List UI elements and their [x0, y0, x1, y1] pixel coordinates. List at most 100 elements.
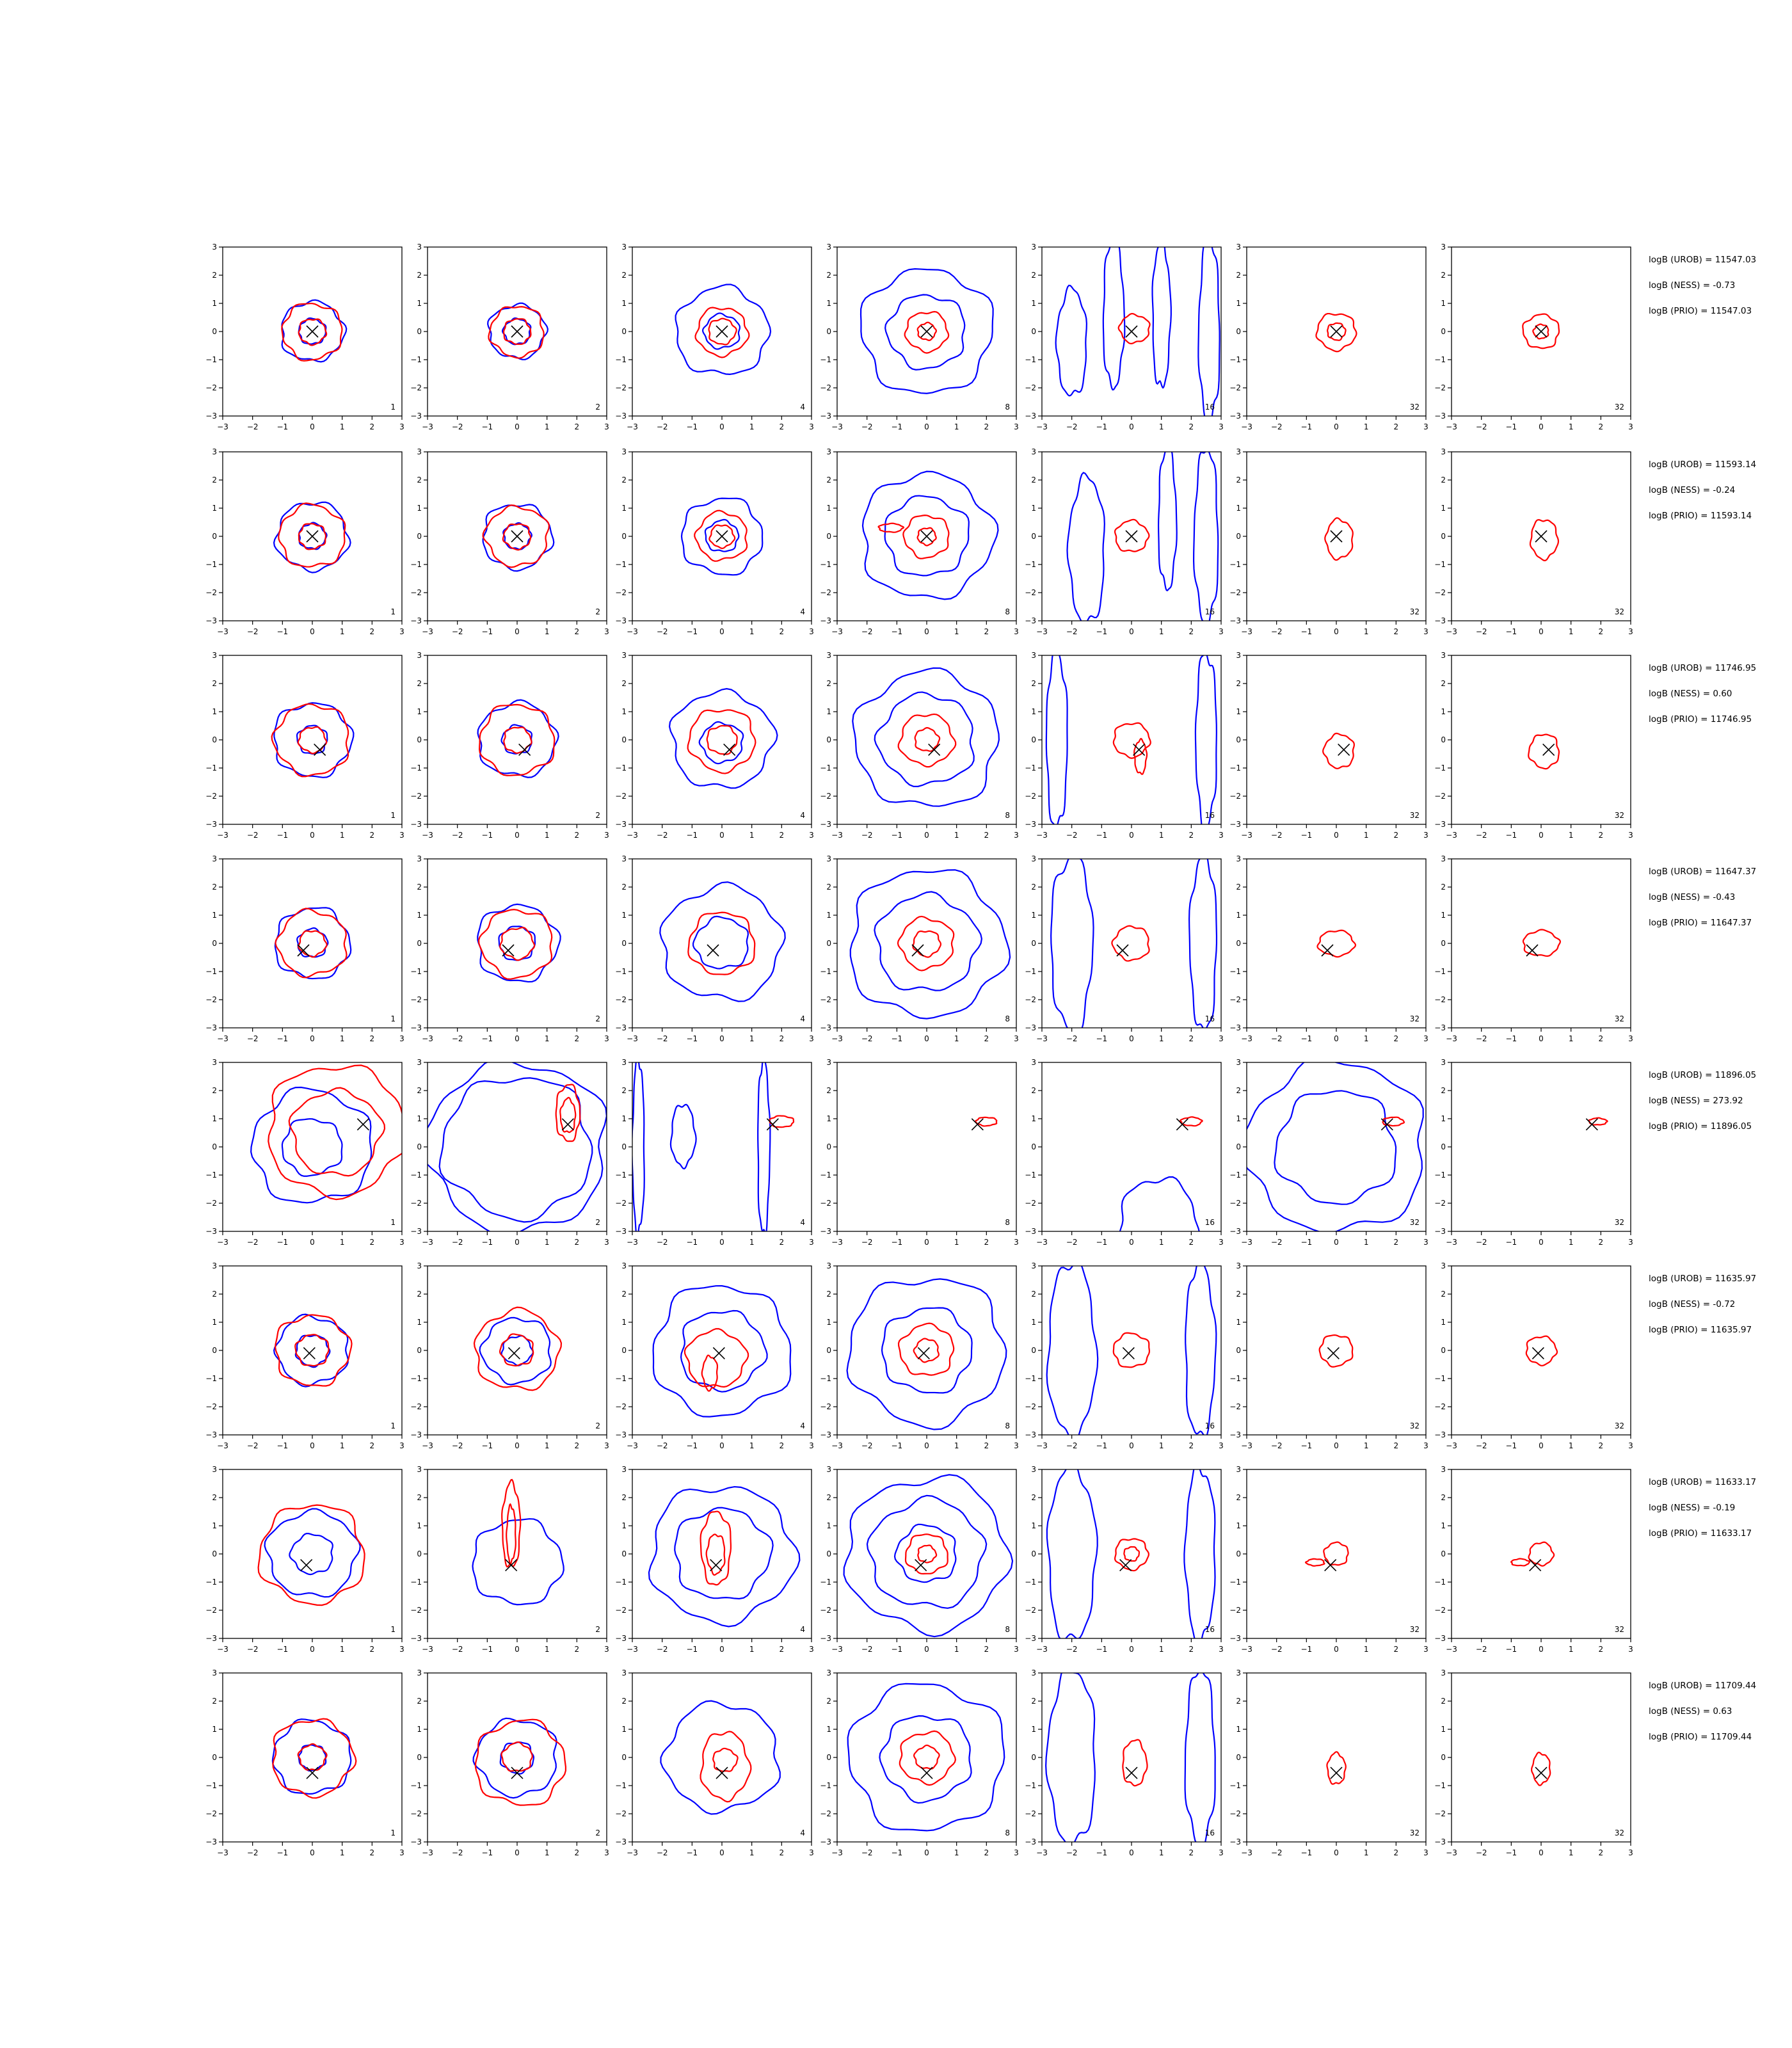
y-tick-label: −3	[615, 1837, 627, 1846]
y-tick-label: 1	[212, 299, 217, 308]
y-tick-label: 1	[1441, 1318, 1446, 1327]
y-tick-label: −2	[410, 383, 422, 392]
x-tick-label: 3	[604, 627, 609, 636]
x-tick-label: 3	[604, 1441, 609, 1450]
y-tick-label: −1	[1025, 1171, 1036, 1180]
y-tick-label: −2	[410, 1402, 422, 1411]
red-contour	[272, 1718, 357, 1799]
panel-tag: 32	[1615, 811, 1624, 820]
blue-contour	[861, 470, 999, 600]
x-tick-label: −2	[657, 627, 668, 636]
x-tick-label: 2	[575, 831, 580, 840]
x-tick-label: 0	[924, 831, 929, 840]
x-tick-label: −2	[452, 422, 463, 431]
y-tick-label: −1	[205, 764, 217, 772]
y-tick-label: −3	[410, 1430, 422, 1439]
y-tick-label: −3	[205, 1837, 217, 1846]
blue-contour	[652, 1285, 792, 1418]
contour-layer	[1045, 1673, 1216, 1842]
red-contour	[478, 703, 556, 776]
x-tick-label: −2	[452, 627, 463, 636]
y-tick-label: −2	[615, 1606, 627, 1615]
x-tick-label: 0	[719, 1238, 724, 1247]
y-tick-label: −2	[1229, 995, 1241, 1004]
red-contour	[506, 1503, 516, 1565]
x-tick-label: −1	[1505, 422, 1517, 431]
y-tick-label: 0	[1236, 939, 1241, 948]
y-tick-label: 1	[621, 707, 627, 716]
y-tick-label: 2	[1441, 679, 1446, 688]
x-tick-label: 2	[780, 1848, 785, 1857]
x-tick-label: 2	[575, 627, 580, 636]
y-tick-label: 3	[1441, 854, 1446, 863]
x-tick-label: 3	[1423, 1441, 1428, 1450]
x-tick-label: 3	[1423, 1238, 1428, 1247]
x-tick-label: 3	[399, 1238, 404, 1247]
red-contour	[916, 321, 938, 341]
y-tick-label: −1	[205, 1374, 217, 1383]
x-tick-label: 0	[1334, 1848, 1339, 1857]
x-tick-label: −3	[217, 1238, 228, 1247]
x-tick-label: 1	[340, 422, 345, 431]
x-tick-label: −3	[422, 1238, 433, 1247]
y-tick-label: 1	[417, 1521, 422, 1530]
x-tick-label: −2	[1271, 831, 1283, 840]
y-tick-label: −1	[1434, 560, 1446, 569]
panel-r1-c5: −3−3 −2 −2 −1 −1 0 0 1 1 2 2 3 3 16	[1025, 243, 1224, 431]
red-contour	[1528, 1541, 1555, 1567]
x-tick-label: −1	[481, 831, 493, 840]
panel-r8-c2: −3−3 −2 −2 −1 −1 0 0 1 1 2 2 3 3 2	[410, 1668, 609, 1857]
blue-contour	[1055, 284, 1087, 397]
x-tick-label: 0	[515, 422, 520, 431]
x-tick-label: 2	[1599, 1645, 1604, 1654]
panel-r1-c4: −3−3 −2 −2 −1 −1 0 0 1 1 2 2 3 3 8	[820, 243, 1019, 431]
x-tick-label: 1	[954, 1848, 959, 1857]
red-contour	[275, 1314, 353, 1387]
panel-r5-c6: −3−3 −2 −2 −1 −1 0 0 1 1 2 2 3 3 32	[1229, 1058, 1428, 1247]
y-tick-label: 2	[417, 476, 422, 484]
x-tick-label: 1	[749, 1238, 755, 1247]
x-tick-label: 1	[749, 422, 755, 431]
x-tick-label: −1	[1096, 1441, 1107, 1450]
red-contour	[694, 509, 748, 562]
x-tick-label: −3	[217, 1645, 228, 1654]
x-tick-label: −1	[1096, 422, 1107, 431]
x-mark-icon	[1526, 944, 1539, 957]
y-tick-label: −3	[1229, 1634, 1241, 1643]
contour-layer	[1304, 1541, 1349, 1567]
red-contour	[700, 1731, 752, 1803]
x-tick-label: −1	[1096, 831, 1107, 840]
blue-contour	[680, 497, 764, 576]
panel-r4-c6: −3−3 −2 −2 −1 −1 0 0 1 1 2 2 3 3 32	[1229, 854, 1428, 1043]
y-tick-label: 1	[621, 911, 627, 920]
contour-layer	[1322, 732, 1356, 769]
panel-tag: 16	[1205, 607, 1215, 616]
y-tick-label: 0	[417, 1753, 422, 1762]
panel-tag: 4	[800, 1421, 805, 1430]
panel-tag: 32	[1615, 1421, 1624, 1430]
panel-tag: 4	[800, 607, 805, 616]
x-tick-label: −2	[452, 1238, 463, 1247]
y-tick-label: −1	[1025, 560, 1036, 569]
x-mark-icon	[723, 743, 736, 756]
x-tick-label: −1	[686, 1848, 698, 1857]
x-tick-label: −3	[831, 1645, 843, 1654]
panel-r3-c3: −3−3 −2 −2 −1 −1 0 0 1 1 2 2 3 3 4	[615, 651, 814, 840]
blue-contour	[698, 721, 744, 765]
y-tick-label: 2	[212, 1086, 217, 1095]
y-tick-label: 2	[417, 1086, 422, 1095]
red-contour	[1522, 929, 1561, 957]
x-tick-label: −1	[481, 1848, 493, 1857]
y-tick-label: 2	[1236, 476, 1241, 484]
contour-layer	[846, 1278, 1007, 1430]
x-tick-label: 3	[604, 1848, 609, 1857]
blue-contour	[846, 1278, 1007, 1430]
y-tick-label: 1	[212, 504, 217, 513]
x-tick-label: 0	[515, 627, 520, 636]
x-tick-label: −1	[686, 831, 698, 840]
y-tick-label: −2	[1434, 792, 1446, 801]
x-tick-label: −3	[1241, 1441, 1252, 1450]
blue-contour	[881, 1307, 973, 1394]
red-contour	[912, 930, 942, 958]
